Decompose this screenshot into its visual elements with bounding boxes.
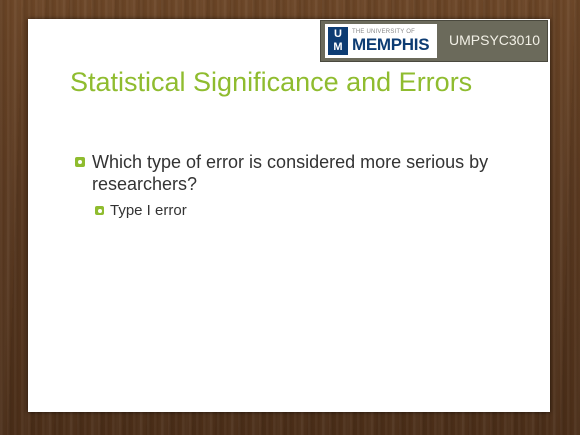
sub-bullet-item: Type I error [95, 201, 515, 220]
um-logo-mark-icon: U M [328, 27, 348, 55]
course-code: UMPSYC3010 [449, 32, 541, 48]
sub-bullet-text: Type I error [110, 202, 187, 219]
slide-title: Statistical Significance and Errors [70, 67, 473, 97]
slide: U M THE UNIVERSITY OF MEMPHIS UMPSYC3010… [28, 19, 550, 412]
square-ring-bullet-icon [75, 157, 85, 167]
header-badge: U M THE UNIVERSITY OF MEMPHIS UMPSYC3010 [320, 20, 548, 62]
logo-mark-m: M [333, 41, 343, 53]
logo-small-text: THE UNIVERSITY OF [352, 29, 415, 35]
university-logo: U M THE UNIVERSITY OF MEMPHIS [325, 24, 437, 58]
bullet-text: Which type of error is considered more s… [92, 152, 489, 194]
bullet-list: Which type of error is considered more s… [75, 151, 515, 220]
logo-main-text: MEMPHIS [352, 35, 430, 54]
square-ring-bullet-icon [95, 206, 104, 215]
bullet-item: Which type of error is considered more s… [75, 151, 515, 195]
logo-mark-u: U [334, 28, 342, 40]
